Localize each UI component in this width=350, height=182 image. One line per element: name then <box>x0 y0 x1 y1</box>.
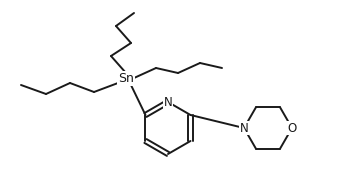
Text: Sn: Sn <box>118 72 134 84</box>
Text: N: N <box>164 96 172 108</box>
Text: O: O <box>287 122 297 134</box>
Text: N: N <box>240 122 248 134</box>
